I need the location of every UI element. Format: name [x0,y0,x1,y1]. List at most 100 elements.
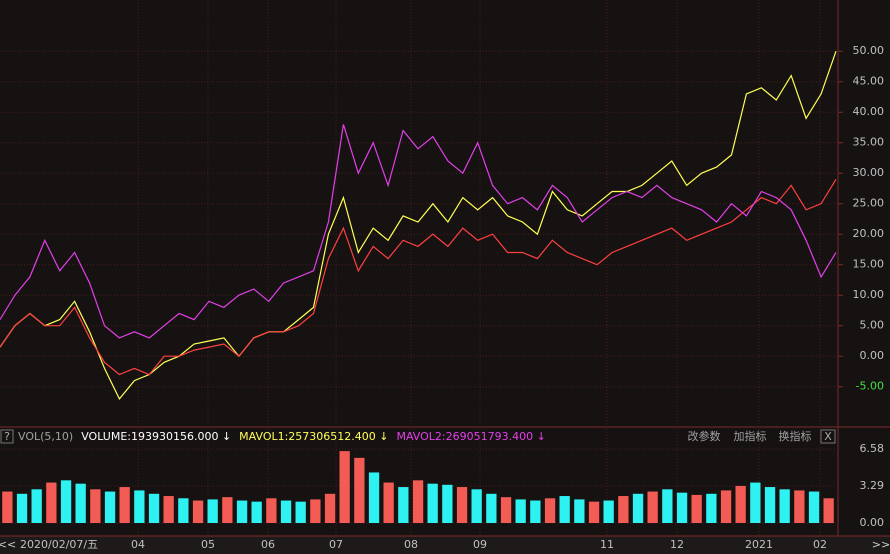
next-button[interactable]: >> [872,538,890,551]
indicator-button[interactable]: 改参数 [688,429,721,443]
volume-bar [222,497,233,523]
volume-bar [823,498,834,523]
volume-bar [266,498,277,523]
volume-bar [398,487,409,523]
volume-bar [236,500,248,523]
volume-bar [412,480,424,523]
volume-bar [471,489,482,523]
volume-bar [134,490,145,523]
price-line [0,51,837,401]
y-tick-label: 3.29 [860,479,885,492]
x-tick-label: 02 [813,538,827,551]
volume-bar [119,487,130,523]
volume-bar [764,487,776,523]
volume-bar [603,500,614,523]
volume-bar [310,499,321,523]
y-tick-label: 0.00 [860,516,885,529]
volume-bar [31,489,42,523]
y-tick-label: 0.00 [860,349,885,362]
y-tick-label: 30.00 [853,166,885,179]
y-tick-label: 40.00 [853,105,885,118]
volume-bar [530,500,541,523]
volume-bar [618,496,629,523]
volume-bar [207,499,218,523]
volume-bar [354,457,365,523]
volume-bar [324,493,336,523]
volume-bar [750,482,761,523]
y-tick-label: 10.00 [853,288,885,301]
x-tick-label: 08 [404,538,418,551]
volume-bar [544,498,556,523]
volume-bar [383,482,394,523]
volume-bar [46,482,57,523]
volume-bar [500,497,512,523]
indicator-button[interactable]: 加指标 [734,429,767,443]
x-tick-label: 2020/02/07/五 [20,538,98,551]
volume-bar [148,493,160,523]
volume-bar [794,490,805,523]
volume-bar [735,485,746,523]
volume-bar [16,493,28,523]
volume-bar [427,483,438,523]
volume-bar [779,489,790,523]
volume-bar [808,491,820,523]
help-button[interactable] [0,429,14,444]
y-tick-label: 20.00 [853,227,885,240]
volume-bar [720,490,732,523]
volume-bar [632,493,644,523]
volume-bar [691,494,702,523]
price-line [0,124,837,339]
volume-bar [60,480,72,523]
volume-bar [559,496,570,523]
indicator-value: MAVOL1:257306512.400 ↓ [239,430,388,443]
x-tick-label: 12 [670,538,684,551]
x-tick-label: 11 [600,538,614,551]
volume-bar [192,500,204,523]
volume-bar [280,500,292,523]
volume-bar [456,487,468,523]
x-tick-label: 06 [261,538,275,551]
volume-bar [251,501,262,523]
prev-button[interactable]: << [0,538,16,551]
volume-bar [163,496,174,523]
volume-bar [574,499,585,523]
indicator-value: VOLUME:193930156.000 ↓ [81,430,231,443]
y-tick-label: 25.00 [853,197,885,210]
y-tick-label: 15.00 [853,258,885,271]
price-line [0,178,837,376]
help-button-label[interactable]: ? [4,430,10,443]
close-button[interactable] [820,429,836,444]
volume-bar [295,501,306,523]
x-tick-label: 2021 [745,538,773,551]
volume-bar [75,483,86,523]
x-tick-label: 07 [329,538,343,551]
volume-bar [662,489,673,523]
volume-bar [104,491,116,523]
indicator-value: VOL(5,10) [18,430,73,443]
y-tick-label: 45.00 [853,75,885,88]
x-tick-label: 09 [473,538,487,551]
y-tick-label: 6.58 [860,442,885,455]
indicator-button[interactable]: 换指标 [779,429,812,443]
volume-bar [647,491,658,523]
volume-bar [2,491,13,523]
volume-bar [178,498,189,523]
y-tick-label: 50.00 [853,44,885,57]
y-tick-label: 35.00 [853,136,885,149]
y-tick-label: -5.00 [856,380,884,393]
volume-bar [588,501,600,523]
volume-bar [90,489,101,523]
volume-bar [706,493,717,523]
indicator-value: MAVOL2:269051793.400 ↓ [397,430,546,443]
x-tick-label: 04 [131,538,145,551]
close-button-label[interactable]: X [824,430,832,443]
volume-bar [676,492,688,523]
volume-bar [339,451,350,523]
y-tick-label: 5.00 [860,319,885,332]
x-tick-label: 05 [201,538,215,551]
volume-bar [442,484,453,523]
volume-bar [486,493,497,523]
volume-bar [368,472,380,523]
